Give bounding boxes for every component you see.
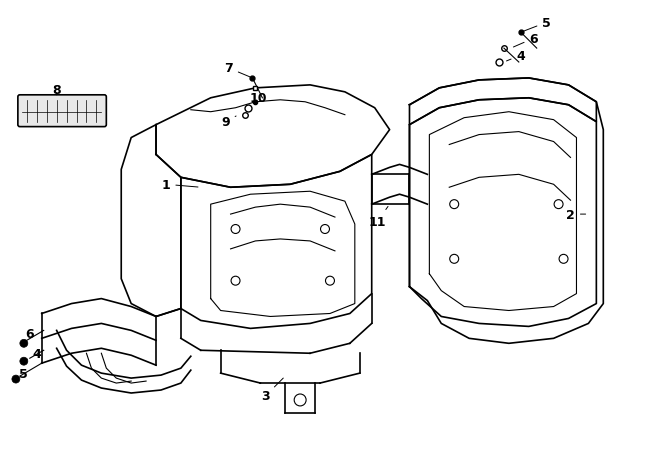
- Text: 2: 2: [566, 208, 586, 221]
- Circle shape: [20, 340, 28, 347]
- Circle shape: [12, 375, 20, 383]
- Text: 10: 10: [250, 92, 267, 105]
- Text: 6: 6: [514, 33, 538, 48]
- Text: 8: 8: [52, 84, 61, 97]
- Circle shape: [20, 358, 28, 365]
- Text: 3: 3: [261, 378, 283, 403]
- Text: 5: 5: [16, 367, 28, 380]
- Text: 7: 7: [224, 62, 250, 78]
- Text: 6: 6: [24, 327, 34, 343]
- Text: 4: 4: [506, 50, 525, 62]
- Text: 11: 11: [369, 207, 388, 228]
- Text: 4: 4: [26, 347, 41, 360]
- Text: 9: 9: [221, 116, 236, 129]
- Text: 5: 5: [523, 17, 551, 32]
- Text: 1: 1: [162, 179, 198, 191]
- FancyBboxPatch shape: [18, 95, 107, 127]
